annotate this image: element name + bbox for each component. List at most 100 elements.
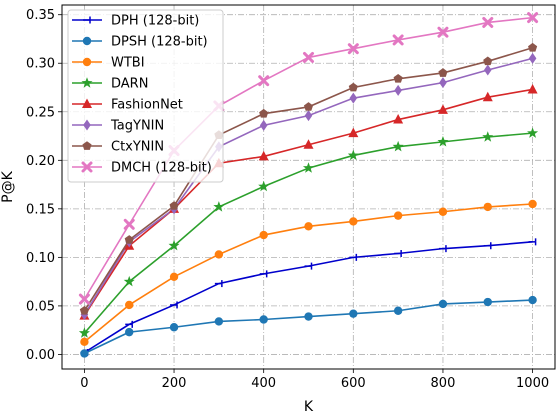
data-point — [125, 300, 134, 310]
y-tick-label: 0.10 — [26, 251, 55, 266]
data-point — [81, 77, 93, 88]
data-point — [349, 253, 358, 261]
data-point — [302, 162, 315, 173]
legend-label: WTBI — [111, 56, 145, 71]
y-tick-label: 0.05 — [26, 299, 55, 314]
data-point — [393, 306, 403, 315]
data-point — [78, 293, 90, 305]
data-point — [304, 110, 313, 122]
legend-box — [67, 9, 224, 183]
x-tick-label: 200 — [162, 376, 187, 391]
data-point — [303, 139, 314, 149]
data-point — [83, 16, 91, 24]
marker-stroke — [482, 16, 494, 28]
data-point — [393, 211, 403, 220]
y-axis: 0.00 0.05 0.10 0.15 0.20 0.25 0.30 0.35 — [26, 8, 62, 363]
data-point — [304, 222, 313, 231]
data-point — [392, 34, 404, 46]
data-point — [169, 272, 179, 281]
data-point — [303, 51, 314, 63]
y-tick-label: 0.30 — [26, 57, 55, 72]
data-point — [214, 317, 224, 326]
data-point — [78, 327, 90, 338]
data-point — [82, 57, 92, 67]
marker-stroke — [303, 51, 314, 63]
data-point — [483, 64, 492, 76]
data-point — [169, 323, 179, 332]
data-point — [347, 43, 359, 55]
y-tick-label: 0.15 — [26, 202, 55, 217]
legend-label: DPH (128-bit) — [111, 14, 199, 29]
y-tick-label: 0.20 — [26, 154, 55, 169]
data-point — [347, 149, 359, 161]
data-point — [393, 114, 404, 124]
data-point — [394, 84, 402, 96]
data-point — [393, 73, 403, 83]
data-point — [438, 245, 447, 253]
data-point — [214, 250, 224, 259]
data-point — [527, 83, 538, 94]
x-tick-label: 400 — [251, 376, 276, 391]
x-tick-label: 1000 — [516, 376, 549, 391]
data-point — [438, 68, 448, 77]
data-point — [438, 299, 448, 309]
y-tick-label: 0.25 — [26, 105, 55, 120]
data-point — [214, 280, 223, 288]
legend-label: DPSH (128-bit) — [111, 35, 208, 50]
plot-frame — [61, 4, 556, 370]
legend-label: TagYNIN — [110, 119, 164, 134]
legend: DPH (128-bit) DPSH (128-bit) WTBI DARN Fashi… — [67, 9, 224, 183]
data-point — [259, 119, 268, 131]
data-point — [303, 102, 314, 111]
data-point — [82, 36, 92, 46]
data-point — [125, 320, 133, 328]
y-tick-label: 0.00 — [26, 348, 55, 363]
data-point — [258, 150, 269, 161]
data-point — [80, 349, 89, 358]
marker-stroke — [437, 26, 449, 38]
data-point — [259, 315, 268, 324]
data-point — [304, 262, 313, 270]
data-point — [483, 297, 492, 307]
y-axis-title: P@K — [0, 170, 16, 202]
data-point — [259, 230, 268, 240]
marker-stroke — [81, 161, 93, 173]
data-point — [483, 242, 492, 250]
data-point — [123, 218, 135, 230]
data-point — [437, 136, 449, 147]
legend-label: FashionNet — [111, 98, 183, 113]
data-point — [527, 12, 539, 24]
data-point — [483, 202, 492, 212]
data-point — [438, 207, 448, 216]
data-point — [123, 275, 135, 287]
legend-label: DARN — [111, 77, 148, 92]
data-point — [168, 239, 180, 251]
data-point — [169, 201, 179, 210]
marker-stroke — [527, 12, 539, 24]
data-point — [79, 305, 89, 315]
data-point — [437, 26, 449, 38]
marker-stroke — [123, 218, 135, 230]
data-point — [528, 295, 537, 305]
y-tick-label: 0.35 — [26, 8, 55, 23]
data-point — [392, 140, 404, 152]
data-point — [348, 127, 359, 138]
x-axis-title: K — [304, 399, 314, 412]
data-point — [259, 270, 268, 278]
x-tick-label: 0 — [80, 376, 88, 391]
data-point — [81, 161, 93, 173]
marker-stroke — [392, 34, 404, 46]
data-point — [83, 119, 91, 131]
marker-stroke — [78, 293, 90, 305]
data-point — [483, 56, 493, 66]
legend-label: CtxYNIN — [111, 140, 164, 155]
data-point — [527, 127, 539, 138]
data-point — [394, 249, 402, 257]
data-point — [82, 98, 92, 108]
data-point — [124, 235, 134, 244]
data-point — [528, 238, 537, 246]
data-point — [213, 201, 225, 212]
data-point — [258, 180, 270, 192]
data-point — [82, 141, 92, 150]
